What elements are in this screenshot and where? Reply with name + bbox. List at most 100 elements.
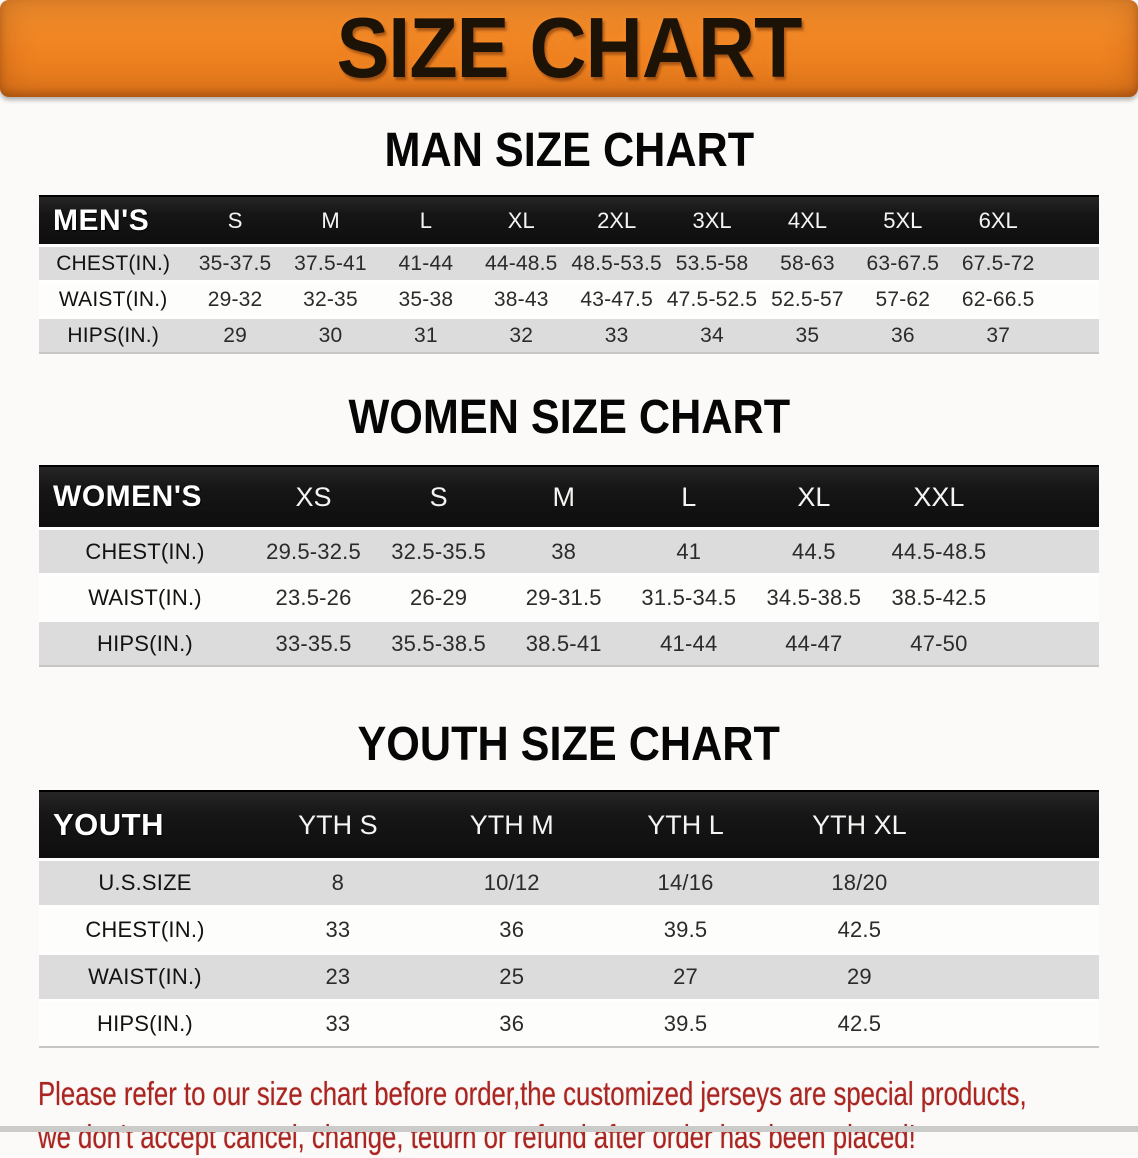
size-value: 48.5-53.5	[571, 251, 662, 275]
size-value: 39.5	[663, 917, 708, 942]
size-value: 33-35.5	[275, 630, 352, 656]
size-value: 42.5	[837, 1011, 882, 1036]
size-value: 31	[413, 323, 438, 347]
header-filler	[1001, 465, 1099, 530]
size-value: 35	[795, 323, 820, 347]
size-value: 36	[499, 1011, 525, 1036]
row-filler	[946, 1001, 1099, 1047]
table-corner-label: WOMEN'S	[39, 465, 251, 530]
table-header-row: MEN'S S M L XL 2XL 3XL 4XL 5XL 6XL	[39, 195, 1099, 247]
size-value: 33	[604, 323, 629, 347]
banner-title: SIZE CHART	[336, 1, 803, 96]
size-value: 47-50	[910, 630, 968, 656]
row-label: WAIST(IN.)	[58, 287, 168, 311]
column-header: L	[626, 465, 752, 530]
row-filler	[1001, 575, 1099, 621]
size-value: 44-48.5	[484, 251, 558, 275]
size-value: 34	[700, 323, 724, 347]
size-value: 35-37.5	[198, 251, 272, 275]
column-header: YTH M	[424, 790, 599, 861]
size-value: 44.5	[792, 538, 836, 564]
size-value: 29-31.5	[525, 584, 602, 610]
size-value: 39.5	[663, 1011, 708, 1036]
size-value: 35-38	[398, 287, 454, 311]
size-value: 47.5-52.5	[666, 287, 758, 311]
table-header-row: YOUTH YTH S YTH M YTH L YTH XL	[39, 790, 1099, 861]
size-value: 41-44	[660, 630, 718, 656]
column-header: 5XL	[855, 195, 951, 247]
size-row: WAIST(IN.) 23 25 27 29	[39, 953, 1099, 1001]
row-filler	[1001, 529, 1099, 575]
header-filler	[1045, 195, 1099, 247]
size-value: 32-35	[303, 287, 358, 311]
size-value: 38	[551, 538, 577, 564]
column-header: 6XL	[950, 195, 1046, 247]
column-header: XL	[751, 465, 877, 530]
size-value: 44-47	[785, 630, 843, 656]
disclaimer: Please refer to our size chart before or…	[38, 1072, 1138, 1158]
header-filler	[946, 790, 1099, 861]
size-value: 38.5-42.5	[891, 584, 987, 610]
size-value: 57-62	[875, 287, 931, 311]
disclaimer-line-2: we don't accept cancel, change, teturn o…	[38, 1118, 916, 1155]
row-filler	[946, 954, 1099, 1001]
women-size-table: WOMEN'S XS S M L XL XXL CHEST(IN.) 29.5-32.5 32.5…	[39, 465, 1099, 665]
youth-section-heading-text: YOUTH SIZE CHART	[357, 718, 781, 771]
table-corner-label: MEN'S	[39, 195, 188, 247]
column-header: YTH XL	[772, 790, 947, 861]
size-value: 41	[676, 538, 702, 564]
table-header-row: WOMEN'S XS S M L XL XXL	[39, 465, 1099, 530]
banner: SIZE CHART	[0, 0, 1138, 97]
size-value: 36	[890, 323, 915, 347]
size-value: 32.5-35.5	[391, 538, 486, 564]
size-value: 23	[325, 964, 351, 989]
size-value: 33	[325, 917, 351, 942]
size-value: 25	[499, 964, 525, 989]
row-label: U.S.SIZE	[98, 870, 192, 895]
row-filler	[1001, 621, 1099, 666]
size-value: 30	[318, 323, 343, 347]
size-value: 32	[509, 323, 534, 347]
column-header: XS	[251, 465, 377, 530]
size-row: CHEST(IN.) 29.5-32.5 32.5-35.5 38 41 44.5 44.5…	[39, 528, 1099, 575]
size-row: HIPS(IN.) 33-35.5 35.5-38.5 38.5-41 41-44 44-…	[39, 620, 1099, 666]
column-header: YTH S	[250, 790, 425, 861]
column-header: 2XL	[568, 195, 665, 247]
men-size-table: MEN'S S M L XL 2XL 3XL 4XL 5XL 6XL CHEST(IN.) 35-37…	[39, 195, 1099, 352]
row-label: HIPS(IN.)	[67, 323, 160, 347]
disclaimer-line-1: Please refer to our size chart before or…	[38, 1075, 1027, 1112]
column-header: YTH L	[598, 790, 773, 861]
row-label: CHEST(IN.)	[85, 917, 205, 942]
youth-size-table: YOUTH YTH S YTH M YTH L YTH XL U.S.SIZE 8 10/12…	[39, 790, 1099, 1046]
size-value: 29.5-32.5	[266, 538, 361, 564]
row-label: WAIST(IN.)	[88, 964, 202, 989]
row-filler	[1046, 282, 1099, 318]
size-value: 27	[673, 964, 698, 989]
column-header: 3XL	[664, 195, 760, 247]
women-section-heading: WOMEN SIZE CHART	[0, 393, 1138, 443]
youth-section-heading: YOUTH SIZE CHART	[0, 720, 1138, 770]
size-value: 29-32	[207, 287, 263, 311]
size-value: 44.5-48.5	[891, 538, 987, 564]
column-header: L	[378, 195, 474, 247]
size-row: HIPS(IN.) 33 36 39.5 42.5	[39, 1000, 1099, 1047]
size-row: U.S.SIZE 8 10/12 14/16 18/20	[39, 859, 1099, 907]
size-value: 41-44	[398, 251, 454, 275]
size-row: CHEST(IN.) 33 36 39.5 42.5	[39, 906, 1099, 954]
youth-size-section: YOUTH SIZE CHART YOUTH YTH S YTH M YTH L YTH…	[0, 720, 1138, 1046]
column-header: S	[376, 465, 502, 530]
size-value: 10/12	[483, 870, 540, 895]
size-value: 14/16	[657, 870, 714, 895]
row-label: WAIST(IN.)	[88, 584, 202, 610]
row-label: HIPS(IN.)	[97, 630, 193, 656]
column-header: M	[282, 195, 379, 247]
size-value: 26-29	[409, 584, 468, 610]
row-filler	[946, 860, 1099, 907]
women-section-heading-text: WOMEN SIZE CHART	[348, 391, 790, 444]
size-row: WAIST(IN.) 29-32 32-35 35-38 38-43 43-47.5 47.…	[39, 281, 1099, 318]
men-section-heading: MAN SIZE CHART	[0, 126, 1138, 176]
size-value: 38-43	[493, 287, 549, 311]
size-row: WAIST(IN.) 23.5-26 26-29 29-31.5 31.5-34.5 34…	[39, 574, 1099, 621]
size-value: 37.5-41	[294, 251, 367, 275]
